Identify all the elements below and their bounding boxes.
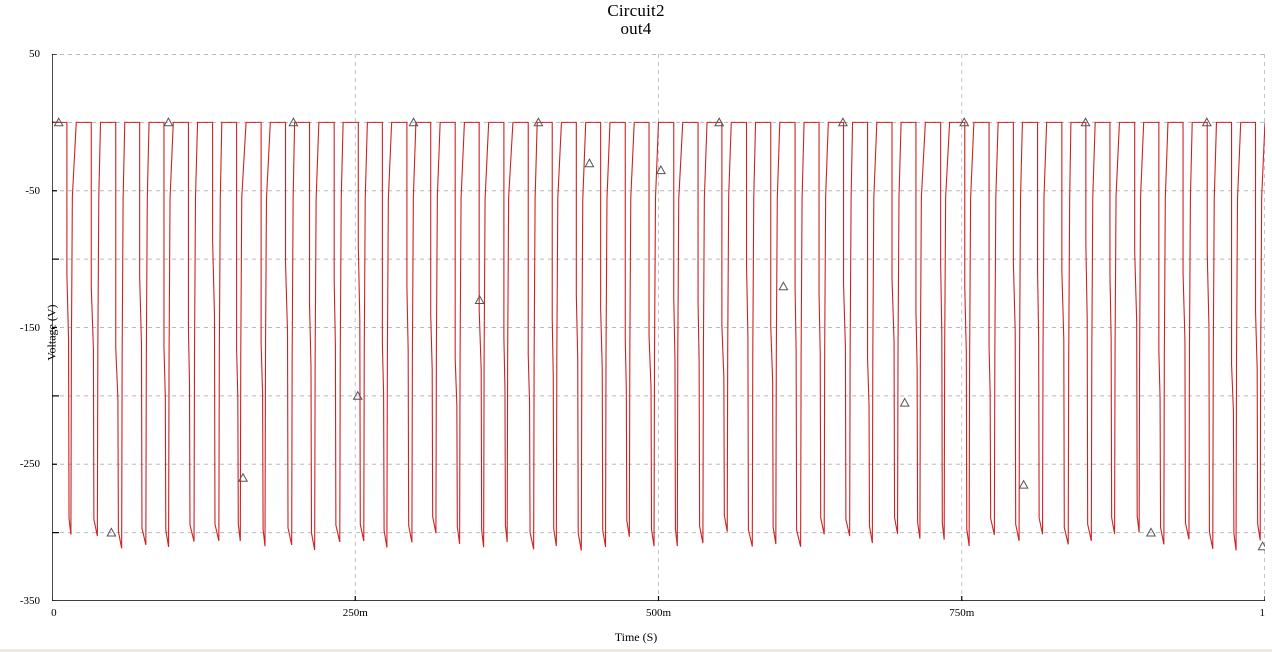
data-point-marker bbox=[1201, 117, 1212, 127]
data-point-marker bbox=[899, 397, 910, 407]
data-point-marker bbox=[778, 281, 789, 291]
data-point-marker bbox=[1145, 527, 1157, 537]
data-point-marker bbox=[408, 117, 419, 127]
grid-major bbox=[52, 54, 1265, 601]
data-point-marker bbox=[163, 117, 174, 127]
data-point-marker bbox=[1257, 541, 1265, 551]
x-tick-label: 500m bbox=[645, 607, 672, 619]
data-point-marker bbox=[655, 164, 666, 175]
data-point-marker bbox=[352, 390, 363, 400]
plot-area bbox=[52, 54, 1265, 601]
data-point-marker bbox=[714, 117, 725, 127]
chart-title-block: Circuit2 out4 bbox=[0, 2, 1272, 38]
data-point-marker bbox=[584, 158, 595, 168]
y-tick-label: -150 bbox=[19, 321, 40, 334]
x-tick-label: 750m bbox=[949, 607, 975, 619]
data-point-marker bbox=[1080, 117, 1091, 127]
data-point-marker bbox=[837, 117, 848, 127]
y-tick-label: -50 bbox=[25, 184, 40, 197]
x-tick-label: 0 bbox=[51, 607, 57, 619]
y-tick-label: -250 bbox=[19, 458, 40, 471]
data-point-marker bbox=[106, 527, 117, 537]
data-point-marker bbox=[53, 117, 64, 127]
data-point-marker bbox=[959, 117, 970, 127]
page-title: Circuit2 bbox=[607, 1, 665, 20]
data-point-marker bbox=[533, 117, 544, 127]
x-axis-title: Time (S) bbox=[614, 630, 658, 644]
data-point-marker bbox=[1018, 479, 1029, 489]
axis-ticks bbox=[52, 54, 1265, 601]
x-tick-label: 250m bbox=[342, 607, 368, 619]
y-tick-label: 50 bbox=[29, 48, 40, 60]
data-point-marker bbox=[288, 117, 299, 127]
x-tick-label: 1 bbox=[1259, 607, 1266, 619]
waveform-plot bbox=[52, 54, 1265, 601]
data-point-marker bbox=[237, 472, 249, 482]
y-tick-label: -350 bbox=[19, 595, 40, 607]
signal-trace-out4 bbox=[52, 121, 1265, 551]
marker-group bbox=[53, 117, 1265, 551]
data-point-marker bbox=[474, 294, 485, 304]
chart-subtitle: out4 bbox=[620, 18, 652, 38]
